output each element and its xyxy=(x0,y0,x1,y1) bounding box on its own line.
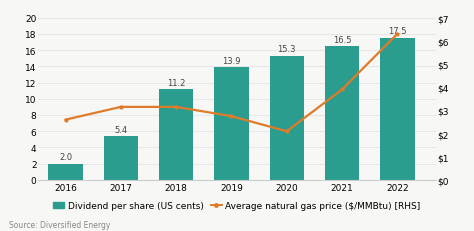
Bar xyxy=(104,137,138,180)
Text: 13.9: 13.9 xyxy=(222,56,241,65)
Text: 5.4: 5.4 xyxy=(114,125,128,134)
Legend: Dividend per share (US cents), Average natural gas price ($/MMBtu) [RHS]: Dividend per share (US cents), Average n… xyxy=(50,198,424,214)
Text: 2.0: 2.0 xyxy=(59,153,72,162)
Bar xyxy=(48,164,82,180)
Text: 15.3: 15.3 xyxy=(277,45,296,54)
Text: 17.5: 17.5 xyxy=(388,27,407,36)
Text: 11.2: 11.2 xyxy=(167,78,185,87)
Bar xyxy=(325,47,359,180)
Bar xyxy=(214,68,248,180)
Text: 16.5: 16.5 xyxy=(333,35,351,44)
Bar xyxy=(159,90,193,180)
Text: Source: Diversified Energy: Source: Diversified Energy xyxy=(9,220,111,229)
Bar xyxy=(270,56,304,180)
Bar xyxy=(380,39,414,180)
